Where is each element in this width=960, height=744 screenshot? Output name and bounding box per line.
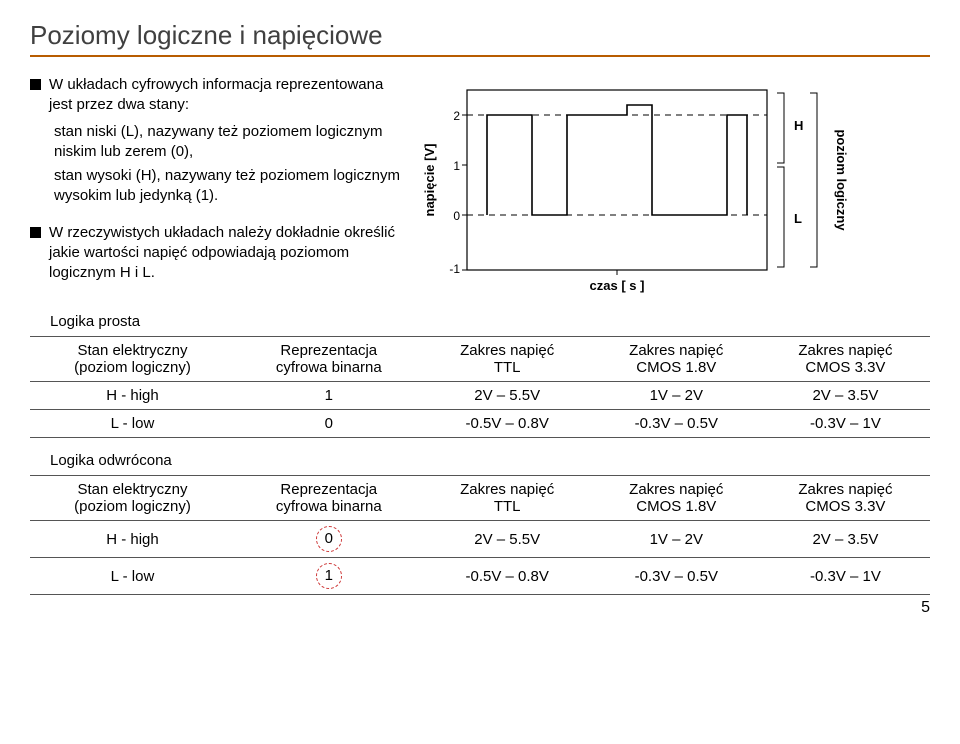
- right-axis-label: poziom logiczny: [834, 129, 849, 231]
- table-reversed-logic: Stan elektryczny (poziom logiczny) Repre…: [30, 475, 930, 595]
- cell: 1: [235, 382, 423, 410]
- table-row: H - high 0 2V – 5.5V 1V – 2V 2V – 3.5V: [30, 521, 930, 558]
- bullet-2: W rzeczywistych układach należy dokładni…: [30, 223, 400, 284]
- section-simple-logic: Logika prosta: [50, 313, 930, 330]
- th-repr: Reprezentacja cyfrowa binarna: [235, 337, 423, 382]
- page-number: 5: [30, 599, 930, 617]
- cell: -0.5V – 0.8V: [423, 558, 592, 595]
- cell: 2V – 3.5V: [761, 382, 930, 410]
- bullet-2-text: W rzeczywistych układach należy dokładni…: [49, 223, 400, 284]
- circled-value: 0: [316, 526, 342, 552]
- th-repr: Reprezentacja cyfrowa binarna: [235, 476, 423, 521]
- cell: -0.5V – 0.8V: [423, 410, 592, 438]
- voltage-chart: 2 1 0 -1 napięcie [V] czas [ s ] H: [412, 75, 912, 300]
- table-row: H - high 1 2V – 5.5V 1V – 2V 2V – 3.5V: [30, 382, 930, 410]
- square-bullet-icon: [30, 227, 41, 238]
- ytick-0: 0: [453, 209, 460, 223]
- cell: 0: [235, 410, 423, 438]
- cell: H - high: [30, 382, 235, 410]
- th-cmos18: Zakres napięć CMOS 1.8V: [592, 476, 761, 521]
- cell: 2V – 5.5V: [423, 382, 592, 410]
- th-cmos33: Zakres napięć CMOS 3.3V: [761, 476, 930, 521]
- th-cmos18: Zakres napięć CMOS 1.8V: [592, 337, 761, 382]
- cell: -0.3V – 0.5V: [592, 558, 761, 595]
- table-simple-logic: Stan elektryczny (poziom logiczny) Repre…: [30, 336, 930, 438]
- page-title: Poziomy logiczne i napięciowe: [30, 20, 930, 57]
- ytick-m1: -1: [449, 262, 460, 276]
- table-header-row: Stan elektryczny (poziom logiczny) Repre…: [30, 476, 930, 521]
- th-state: Stan elektryczny (poziom logiczny): [30, 337, 235, 382]
- th-ttl: Zakres napięć TTL: [423, 337, 592, 382]
- label-l: L: [794, 211, 802, 226]
- chart-frame: [467, 90, 767, 270]
- x-axis-label: czas [ s ]: [590, 278, 645, 293]
- text-column: W układach cyfrowych informacja reprezen…: [30, 75, 400, 303]
- bullet-1b: stan wysoki (H), nazywany też poziomem l…: [54, 166, 400, 207]
- cell-circled: 1: [235, 558, 423, 595]
- cell-circled: 0: [235, 521, 423, 558]
- th-ttl: Zakres napięć TTL: [423, 476, 592, 521]
- cell: -0.3V – 0.5V: [592, 410, 761, 438]
- table-row: L - low 0 -0.5V – 0.8V -0.3V – 0.5V -0.3…: [30, 410, 930, 438]
- circled-value: 1: [316, 563, 342, 589]
- cell: 2V – 5.5V: [423, 521, 592, 558]
- cell: H - high: [30, 521, 235, 558]
- top-row: W układach cyfrowych informacja reprezen…: [30, 75, 930, 303]
- chart-column: 2 1 0 -1 napięcie [V] czas [ s ] H: [412, 75, 930, 303]
- cell: 1V – 2V: [592, 521, 761, 558]
- cell: -0.3V – 1V: [761, 410, 930, 438]
- table-header-row: Stan elektryczny (poziom logiczny) Repre…: [30, 337, 930, 382]
- ytick-2: 2: [453, 109, 460, 123]
- y-axis-label: napięcie [V]: [422, 144, 437, 217]
- bracket-l: [777, 167, 784, 267]
- square-bullet-icon: [30, 79, 41, 90]
- cell: 1V – 2V: [592, 382, 761, 410]
- cell: 2V – 3.5V: [761, 521, 930, 558]
- bracket-outer: [810, 93, 817, 267]
- cell: L - low: [30, 558, 235, 595]
- bullet-1: W układach cyfrowych informacja reprezen…: [30, 75, 400, 116]
- cell: -0.3V – 1V: [761, 558, 930, 595]
- bracket-h: [777, 93, 784, 163]
- table-row: L - low 1 -0.5V – 0.8V -0.3V – 0.5V -0.3…: [30, 558, 930, 595]
- th-cmos33: Zakres napięć CMOS 3.3V: [761, 337, 930, 382]
- bullet-1-text: W układach cyfrowych informacja reprezen…: [49, 75, 400, 116]
- ytick-1: 1: [453, 159, 460, 173]
- th-state: Stan elektryczny (poziom logiczny): [30, 476, 235, 521]
- section-reversed-logic: Logika odwrócona: [50, 452, 930, 469]
- cell: L - low: [30, 410, 235, 438]
- label-h: H: [794, 118, 803, 133]
- bullet-1a: stan niski (L), nazywany też poziomem lo…: [54, 122, 400, 163]
